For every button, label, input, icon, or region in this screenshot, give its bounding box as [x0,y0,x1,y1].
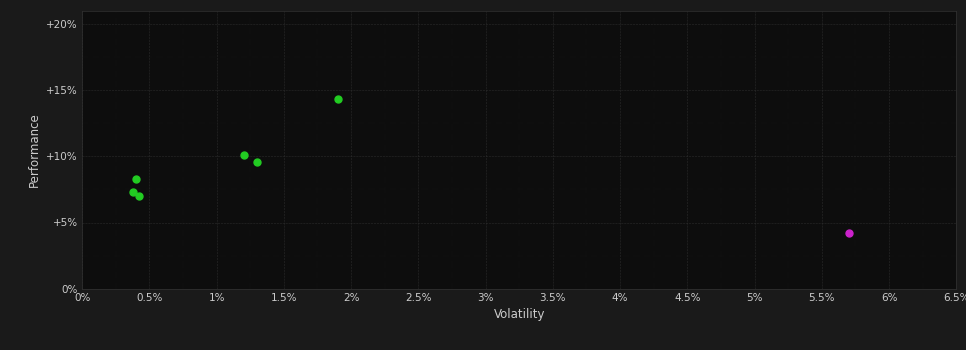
Y-axis label: Performance: Performance [28,112,41,187]
Point [130,193,146,199]
Point [841,230,857,236]
X-axis label: Volatility: Volatility [494,308,545,321]
Point [126,189,141,195]
Point [236,152,251,158]
Point [128,176,144,182]
Point [330,97,346,102]
Point [249,159,265,164]
